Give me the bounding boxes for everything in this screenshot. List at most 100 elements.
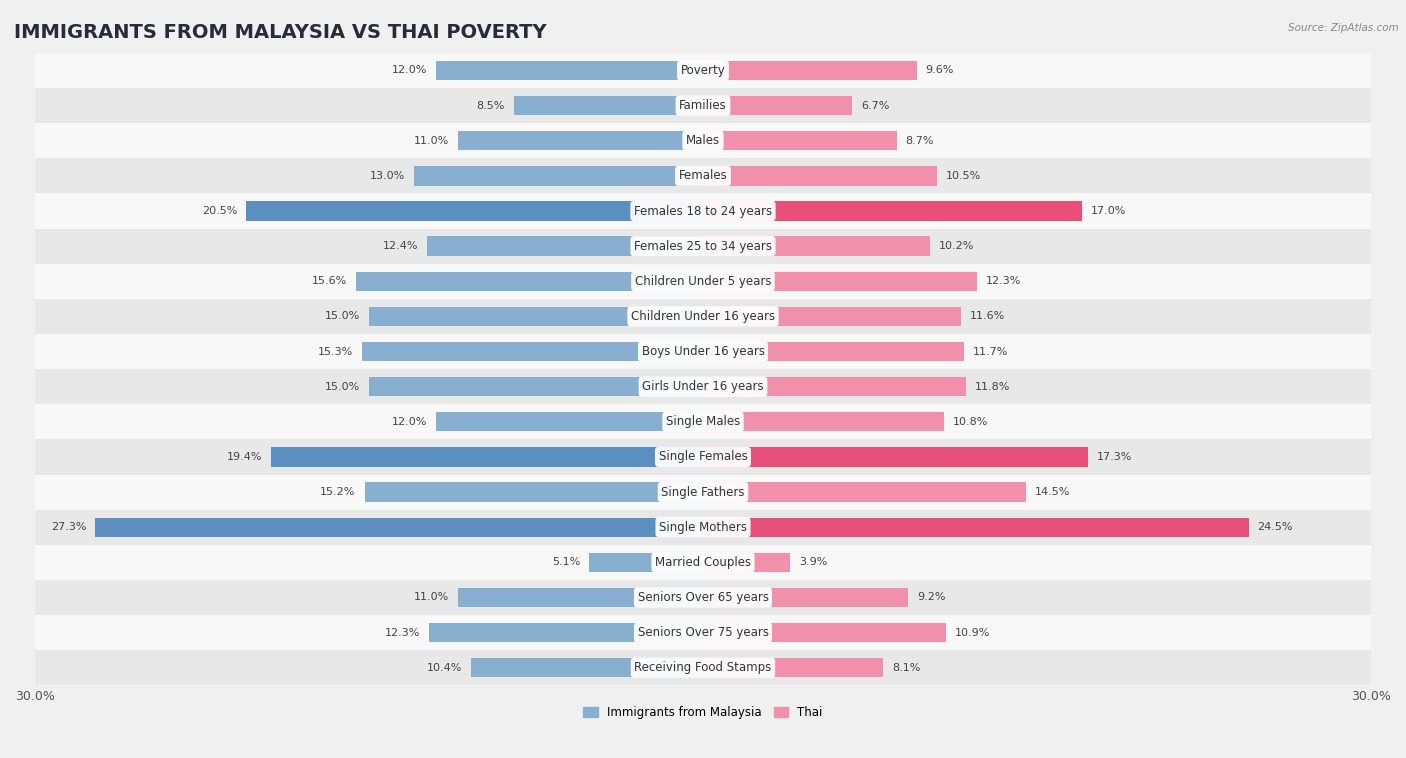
Bar bbox=[246, 202, 703, 221]
Text: 10.2%: 10.2% bbox=[939, 241, 974, 251]
Text: Single Mothers: Single Mothers bbox=[659, 521, 747, 534]
Text: 12.4%: 12.4% bbox=[382, 241, 418, 251]
Bar bbox=[35, 334, 1371, 369]
Text: IMMIGRANTS FROM MALAYSIA VS THAI POVERTY: IMMIGRANTS FROM MALAYSIA VS THAI POVERTY bbox=[14, 23, 547, 42]
Text: Children Under 16 years: Children Under 16 years bbox=[631, 310, 775, 323]
Text: 10.5%: 10.5% bbox=[946, 171, 981, 181]
Bar bbox=[35, 88, 1371, 123]
Bar bbox=[356, 271, 703, 291]
Text: 20.5%: 20.5% bbox=[202, 206, 238, 216]
Text: 19.4%: 19.4% bbox=[226, 452, 262, 462]
Text: Females 25 to 34 years: Females 25 to 34 years bbox=[634, 240, 772, 252]
Text: 12.0%: 12.0% bbox=[391, 417, 427, 427]
Bar bbox=[703, 271, 977, 291]
Bar bbox=[35, 193, 1371, 229]
Bar bbox=[35, 545, 1371, 580]
Text: Seniors Over 75 years: Seniors Over 75 years bbox=[637, 626, 769, 639]
Bar bbox=[703, 166, 936, 186]
Text: 9.2%: 9.2% bbox=[917, 593, 945, 603]
Bar bbox=[703, 202, 1081, 221]
Bar bbox=[368, 377, 703, 396]
Text: 14.5%: 14.5% bbox=[1035, 487, 1070, 497]
Bar bbox=[368, 307, 703, 326]
Bar bbox=[35, 369, 1371, 404]
Bar bbox=[471, 658, 703, 678]
Text: Females 18 to 24 years: Females 18 to 24 years bbox=[634, 205, 772, 218]
Text: Children Under 5 years: Children Under 5 years bbox=[634, 274, 772, 288]
Text: 13.0%: 13.0% bbox=[370, 171, 405, 181]
Text: 12.0%: 12.0% bbox=[391, 65, 427, 76]
Text: Single Females: Single Females bbox=[658, 450, 748, 463]
Text: 10.4%: 10.4% bbox=[427, 662, 463, 673]
Text: Females: Females bbox=[679, 169, 727, 183]
Text: 15.3%: 15.3% bbox=[318, 346, 353, 356]
Bar bbox=[703, 236, 931, 255]
Text: 9.6%: 9.6% bbox=[925, 65, 955, 76]
Text: 12.3%: 12.3% bbox=[986, 276, 1021, 287]
Text: 11.0%: 11.0% bbox=[413, 136, 449, 146]
Text: 17.0%: 17.0% bbox=[1091, 206, 1126, 216]
Text: Single Fathers: Single Fathers bbox=[661, 486, 745, 499]
Text: 15.0%: 15.0% bbox=[325, 382, 360, 392]
Text: Married Couples: Married Couples bbox=[655, 556, 751, 568]
Bar bbox=[35, 264, 1371, 299]
Bar bbox=[413, 166, 703, 186]
Bar bbox=[458, 587, 703, 607]
Text: Single Males: Single Males bbox=[666, 415, 740, 428]
Bar bbox=[35, 123, 1371, 158]
Bar bbox=[703, 447, 1088, 467]
Bar bbox=[458, 131, 703, 150]
Bar bbox=[427, 236, 703, 255]
Bar bbox=[703, 342, 963, 362]
Text: Source: ZipAtlas.com: Source: ZipAtlas.com bbox=[1288, 23, 1399, 33]
Bar bbox=[703, 623, 946, 642]
Bar bbox=[364, 482, 703, 502]
Text: 6.7%: 6.7% bbox=[860, 101, 890, 111]
Bar bbox=[35, 158, 1371, 193]
Text: Families: Families bbox=[679, 99, 727, 112]
Text: Boys Under 16 years: Boys Under 16 years bbox=[641, 345, 765, 358]
Bar bbox=[703, 61, 917, 80]
Text: 11.0%: 11.0% bbox=[413, 593, 449, 603]
Text: 17.3%: 17.3% bbox=[1097, 452, 1132, 462]
Bar bbox=[703, 658, 883, 678]
Bar bbox=[363, 342, 703, 362]
Bar bbox=[96, 518, 703, 537]
Text: 8.7%: 8.7% bbox=[905, 136, 934, 146]
Text: 3.9%: 3.9% bbox=[799, 557, 827, 567]
Text: 8.1%: 8.1% bbox=[893, 662, 921, 673]
Text: 8.5%: 8.5% bbox=[477, 101, 505, 111]
Bar bbox=[35, 299, 1371, 334]
Bar bbox=[271, 447, 703, 467]
Bar bbox=[35, 404, 1371, 440]
Text: 12.3%: 12.3% bbox=[385, 628, 420, 637]
Bar bbox=[35, 650, 1371, 685]
Text: 11.6%: 11.6% bbox=[970, 312, 1005, 321]
Text: Receiving Food Stamps: Receiving Food Stamps bbox=[634, 661, 772, 674]
Bar bbox=[703, 412, 943, 431]
Text: 15.2%: 15.2% bbox=[321, 487, 356, 497]
Bar bbox=[703, 587, 908, 607]
Bar bbox=[429, 623, 703, 642]
Text: 11.7%: 11.7% bbox=[973, 346, 1008, 356]
Bar bbox=[703, 518, 1249, 537]
Text: Seniors Over 65 years: Seniors Over 65 years bbox=[637, 591, 769, 604]
Bar bbox=[35, 53, 1371, 88]
Bar bbox=[35, 509, 1371, 545]
Bar bbox=[703, 377, 966, 396]
Text: 15.0%: 15.0% bbox=[325, 312, 360, 321]
Bar bbox=[436, 61, 703, 80]
Bar bbox=[703, 553, 790, 572]
Bar bbox=[703, 96, 852, 115]
Text: Poverty: Poverty bbox=[681, 64, 725, 77]
Text: 10.8%: 10.8% bbox=[952, 417, 988, 427]
Bar bbox=[436, 412, 703, 431]
Bar bbox=[35, 440, 1371, 475]
Text: 15.6%: 15.6% bbox=[312, 276, 347, 287]
Bar bbox=[35, 229, 1371, 264]
Bar bbox=[703, 131, 897, 150]
Bar bbox=[35, 615, 1371, 650]
Bar bbox=[513, 96, 703, 115]
Text: Males: Males bbox=[686, 134, 720, 147]
Text: 5.1%: 5.1% bbox=[553, 557, 581, 567]
